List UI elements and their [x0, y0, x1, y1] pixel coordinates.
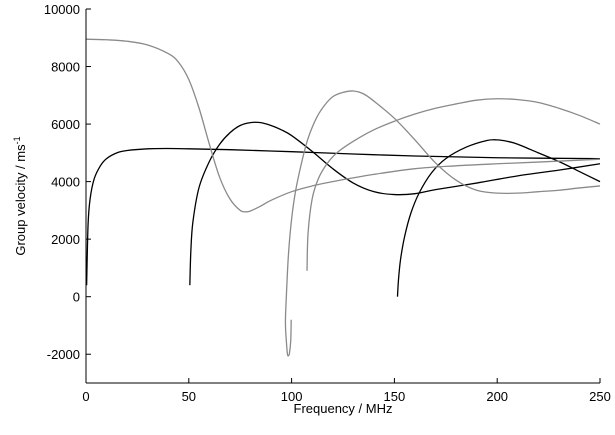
- x-tick-label: 0: [82, 389, 89, 404]
- x-tick-label: 250: [589, 389, 611, 404]
- y-tick-label: 10000: [44, 2, 80, 17]
- y-axis-label-text: Group velocity / ms: [13, 144, 28, 256]
- y-axis-ticks: -2000 0 2000 4000 6000 8000 10000: [44, 2, 91, 362]
- y-tick-label: 2000: [51, 232, 80, 247]
- series-line-1: [85, 147, 601, 286]
- y-axis-label-superscript: -1: [12, 136, 22, 144]
- series-line-2: [189, 121, 601, 286]
- x-tick-label: 200: [486, 389, 508, 404]
- x-axis-ticks: 0 50 100 150 200 250: [82, 378, 611, 404]
- y-tick-label: -2000: [47, 347, 80, 362]
- series-lines: [85, 38, 601, 357]
- x-tick-label: 50: [182, 389, 196, 404]
- x-axis-label: Frequency / MHz: [294, 401, 393, 416]
- series-line-5: [284, 90, 601, 357]
- series-line-6: [306, 98, 601, 271]
- y-tick-label: 0: [73, 290, 80, 305]
- y-tick-label: 8000: [51, 60, 80, 75]
- x-tick-label: 100: [281, 389, 303, 404]
- series-line-4: [85, 38, 601, 213]
- x-tick-label: 150: [384, 389, 406, 404]
- y-tick-label: 6000: [51, 117, 80, 132]
- y-axis-label: Group velocity / ms-1: [12, 136, 28, 255]
- y-tick-label: 4000: [51, 175, 80, 190]
- series-line-3: [396, 139, 601, 297]
